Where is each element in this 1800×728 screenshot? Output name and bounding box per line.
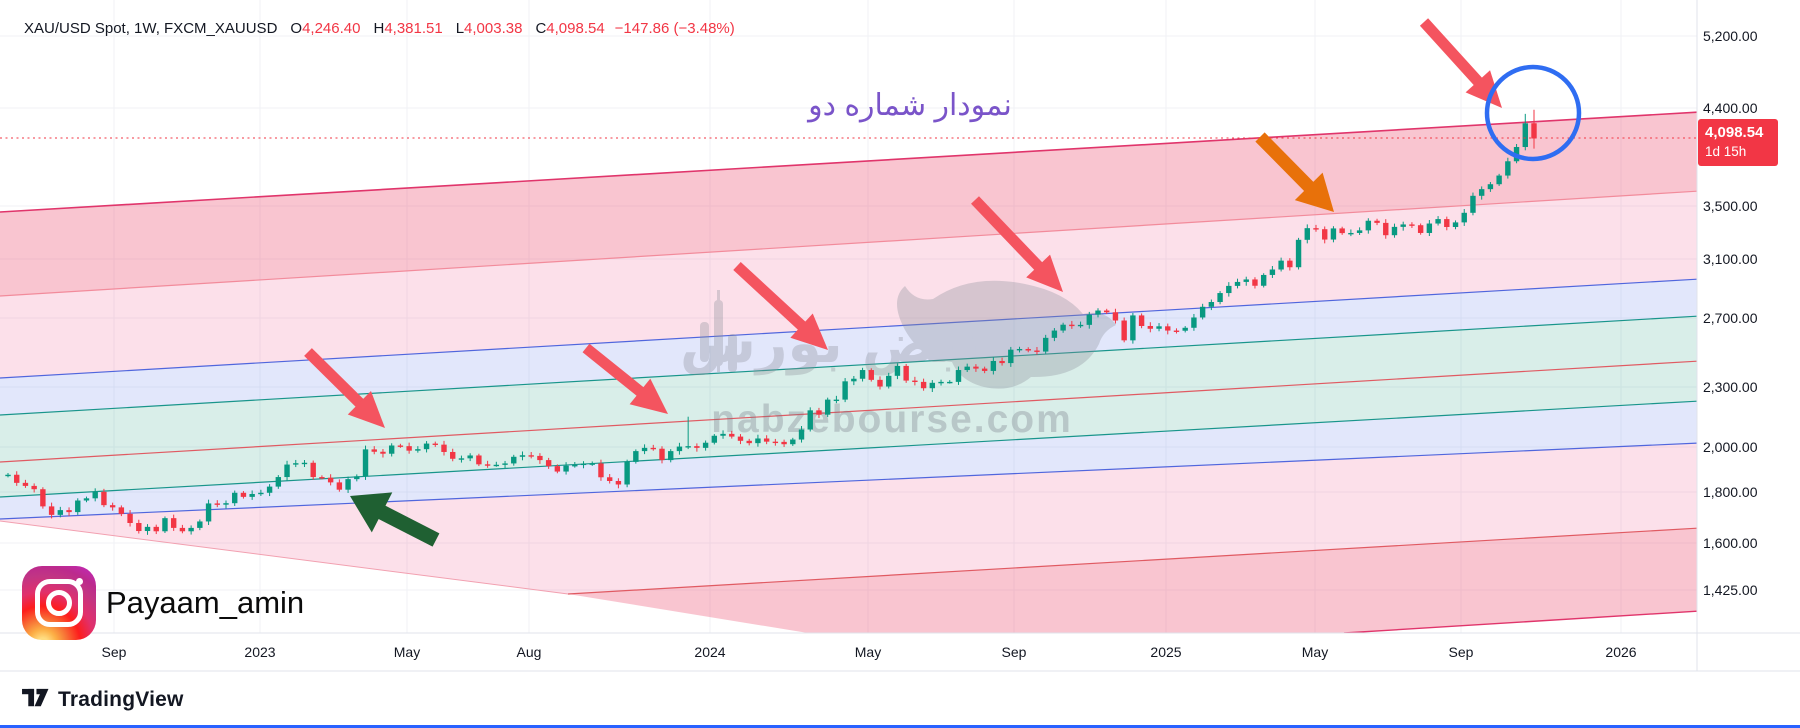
- watermark-brand-text: نبض بورس: [680, 311, 980, 376]
- highlight-circle-annotation[interactable]: [1484, 64, 1582, 162]
- instagram-camera-dot: [76, 578, 83, 585]
- candlestick-series: [5, 109, 1537, 535]
- instagram-badge: Payaam_amin: [22, 566, 304, 640]
- bar-countdown: 1d 15h: [1705, 144, 1747, 160]
- low-label: L: [455, 20, 465, 37]
- tradingview-logo-icon: [22, 688, 49, 707]
- price-axis-label: 2,300.00: [1703, 379, 1758, 395]
- price-axis-label: 5,200.00: [1703, 28, 1758, 44]
- last-price-badge: 4,098.54 1d 15h: [1698, 119, 1778, 166]
- arrow-annotation[interactable]: [304, 348, 385, 428]
- arrow-annotation[interactable]: [1419, 18, 1502, 108]
- price-axis-label: 2,000.00: [1703, 439, 1758, 455]
- watermark-domain-text: nabzebourse.com: [711, 398, 1073, 441]
- instagram-icon: [22, 566, 96, 640]
- instagram-handle: Payaam_amin: [106, 585, 305, 620]
- time-axis-label: Aug: [516, 644, 542, 660]
- drawing-annotations[interactable]: [0, 18, 1697, 547]
- time-axis-label: 2026: [1605, 644, 1637, 660]
- instagram-camera-frame: [35, 579, 83, 627]
- price-axis-label: 4,400.00: [1703, 100, 1758, 116]
- time-axis-label: May: [393, 644, 421, 660]
- bottom-separator-bar: [0, 725, 1800, 728]
- price-axis-label: 1,425.00: [1703, 582, 1758, 598]
- arrow-annotation[interactable]: [1255, 132, 1334, 212]
- time-axis-label: Sep: [1448, 644, 1474, 660]
- arrow-annotation[interactable]: [733, 261, 828, 350]
- pane-borders: [0, 0, 1800, 672]
- low-value: 4,003.38: [464, 20, 523, 37]
- symbol-title: XAU/USD Spot, 1W, FXCM_XAUUSD: [24, 20, 278, 37]
- time-axis-label: May: [854, 644, 882, 660]
- high-label: H: [373, 20, 385, 37]
- price-axis-label: 1,600.00: [1703, 535, 1758, 551]
- watermark: نبض بورس nabzebourse.com: [680, 280, 1116, 441]
- time-axis-label: 2025: [1150, 644, 1182, 660]
- price-axis-label: 3,100.00: [1703, 251, 1758, 267]
- bull-logo-icon: [897, 280, 1116, 389]
- instagram-camera-lens: [46, 590, 72, 616]
- price-axis-label: 1,800.00: [1703, 484, 1758, 500]
- open-value: 4,246.40: [302, 20, 361, 37]
- high-value: 4,381.51: [384, 20, 443, 37]
- price-axis-label: 2,700.00: [1703, 310, 1758, 326]
- watermark-bars-icon: [700, 290, 737, 372]
- close-value: 4,098.54: [546, 20, 605, 37]
- tradingview-brand-text: TradingView: [58, 687, 184, 711]
- last-price-value: 4,098.54: [1705, 124, 1764, 141]
- arrow-annotation[interactable]: [971, 196, 1063, 292]
- time-axis-label: 2023: [244, 644, 276, 660]
- gridlines: [0, 0, 1697, 633]
- close-label: C: [535, 20, 547, 37]
- time-axis-label: Sep: [1001, 644, 1027, 660]
- time-axis-label: Sep: [101, 644, 127, 660]
- time-axis-label: May: [1301, 644, 1329, 660]
- persian-chart-title: نمودار شماره دو: [808, 89, 1012, 122]
- symbol-legend[interactable]: XAU/USD Spot, 1W, FXCM_XAUUSD O4,246.40 H4…: [24, 20, 735, 37]
- price-axis-label: 3,500.00: [1703, 198, 1758, 214]
- open-label: O: [290, 20, 303, 37]
- arrow-annotation[interactable]: [582, 343, 668, 414]
- arrow-annotation[interactable]: [350, 492, 440, 547]
- tradingview-attribution[interactable]: TradingView: [22, 687, 184, 712]
- change-value: −147.86 (−3.48%): [614, 20, 735, 37]
- time-axis-label: 2024: [694, 644, 726, 660]
